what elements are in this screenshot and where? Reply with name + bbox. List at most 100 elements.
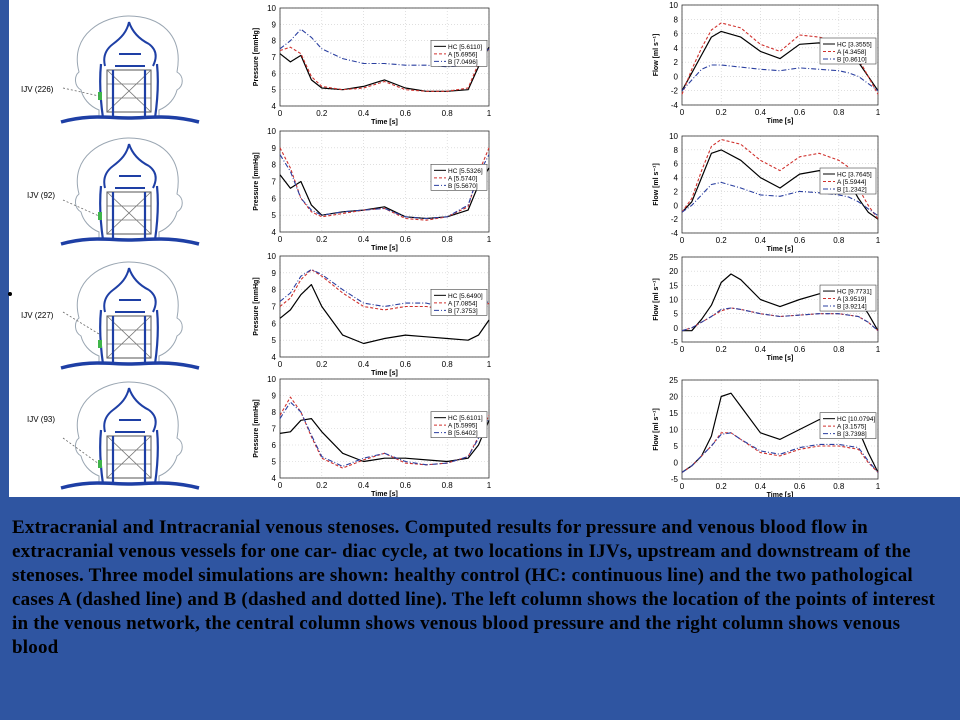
x-tick-label: 0.6 xyxy=(400,360,412,369)
x-tick-label: 1 xyxy=(487,109,492,118)
x-tick-label: 1 xyxy=(876,482,881,491)
y-axis-label: Pressure [mmHg] xyxy=(253,152,260,210)
y-tick-label: 15 xyxy=(669,281,678,290)
x-tick-label: 1 xyxy=(876,345,881,354)
neck-frame xyxy=(106,315,152,359)
legend-entry: HC [3.3555] xyxy=(837,42,872,49)
series-line-hc xyxy=(279,284,490,345)
x-tick-label: 0.6 xyxy=(400,235,412,244)
x-axis-label: Time [s] xyxy=(371,491,398,497)
axes-frame xyxy=(681,379,879,480)
legend-entry: A [5.5740] xyxy=(448,175,477,182)
y-tick-label: 25 xyxy=(669,253,678,262)
legend-entry: B [5.5670] xyxy=(448,183,478,190)
y-tick-label: 10 xyxy=(669,1,678,10)
head-outline xyxy=(75,15,183,119)
neck-lattice xyxy=(106,191,152,235)
x-tick-label: 0.4 xyxy=(755,482,767,491)
series-line-b xyxy=(681,432,879,473)
y-tick-label: 5 xyxy=(272,86,277,95)
legend-entry: HC [5.6101] xyxy=(448,415,483,422)
y-tick-label: 5 xyxy=(674,310,679,319)
x-axis-label: Time [s] xyxy=(767,355,794,362)
y-tick-label: 6 xyxy=(674,30,679,39)
chart-panel: 4 5 6 7 8 9 10 0 0.2 0.4 0.6 0.8 1 Time [s] Pressure [… xyxy=(253,4,492,126)
x-tick-label: 0.2 xyxy=(716,108,728,117)
axes-frame xyxy=(681,135,879,234)
legend-entry: HC [5.5326] xyxy=(448,168,483,175)
y-tick-label: -2 xyxy=(671,87,679,96)
chart-panel: 4 5 6 7 8 9 10 0 0.2 0.4 0.6 0.8 1 Time [s] Pressure [… xyxy=(253,127,492,252)
jugular-veins xyxy=(99,309,159,365)
x-tick-label: 0.6 xyxy=(400,109,412,118)
series-line-b xyxy=(681,181,879,217)
bullet-dot xyxy=(8,292,12,296)
x-tick-label: 0 xyxy=(680,482,685,491)
chart-panel: 4 5 6 7 8 9 10 0 0.2 0.4 0.6 0.8 1 Time [s] Pressure [… xyxy=(253,252,492,377)
series-line-hc xyxy=(279,167,490,220)
x-axis-label: Time [s] xyxy=(371,245,398,252)
x-tick-label: 0.6 xyxy=(794,108,806,117)
y-tick-label: 8 xyxy=(272,37,277,46)
axes-frame xyxy=(681,4,879,106)
x-tick-label: 1 xyxy=(876,236,881,245)
y-tick-label: 2 xyxy=(674,187,679,196)
point-marker xyxy=(98,212,102,220)
jugular-veins xyxy=(99,429,159,485)
series-line-b xyxy=(279,401,490,467)
y-axis-label: Pressure [mmHg] xyxy=(253,277,260,335)
x-tick-label: 0.4 xyxy=(358,481,370,490)
axes-frame xyxy=(279,130,490,233)
x-tick-label: 0.2 xyxy=(316,109,328,118)
figure-panel: IJV (226) IJV (92) IJV (227) IJV (93) 4 5 6 7 8 9… xyxy=(9,0,960,497)
x-tick-label: 0.2 xyxy=(716,482,728,491)
y-tick-label: 7 xyxy=(272,425,277,434)
y-tick-label: 0 xyxy=(674,201,679,210)
y-tick-label: 8 xyxy=(674,146,679,155)
y-tick-label: 25 xyxy=(669,376,678,385)
y-tick-label: 6 xyxy=(272,441,277,450)
legend-entry: A [4.3458] xyxy=(837,49,866,56)
x-tick-label: 0.2 xyxy=(316,360,328,369)
y-axis-label: Flow [ml s⁻¹] xyxy=(653,408,660,451)
series-line-a xyxy=(681,138,879,220)
x-tick-label: 0.8 xyxy=(442,481,454,490)
x-tick-label: 0.6 xyxy=(794,482,806,491)
legend-entry: B [5.6402] xyxy=(448,430,478,437)
head-outline xyxy=(75,137,183,241)
y-tick-label: 10 xyxy=(669,426,678,435)
y-tick-label: 9 xyxy=(272,392,277,401)
y-tick-label: 20 xyxy=(669,393,678,402)
y-tick-label: 4 xyxy=(674,174,679,183)
y-tick-label: 10 xyxy=(267,375,276,384)
pointer-line xyxy=(62,199,100,217)
legend-entry: HC [3.7645] xyxy=(837,172,872,179)
y-tick-label: -5 xyxy=(671,475,679,484)
x-axis-label: Time [s] xyxy=(371,370,398,377)
y-tick-label: 9 xyxy=(272,269,277,278)
legend-entry: B [0.8610] xyxy=(837,57,867,64)
legend-entry: B [1.2342] xyxy=(837,187,867,194)
legend-entry: HC [9.7731] xyxy=(837,289,872,296)
x-tick-label: 0.4 xyxy=(755,108,767,117)
x-tick-label: 0.6 xyxy=(794,236,806,245)
y-tick-label: 10 xyxy=(267,4,276,13)
cerebral-veins xyxy=(103,143,157,189)
series-line-b xyxy=(681,64,879,92)
y-tick-label: 6 xyxy=(272,319,277,328)
y-tick-label: 6 xyxy=(272,69,277,78)
y-tick-label: 0 xyxy=(674,459,679,468)
x-tick-label: 0 xyxy=(278,481,283,490)
legend-entry: B [3.7398] xyxy=(837,431,867,438)
location-label: IJV (93) xyxy=(27,415,55,424)
y-tick-label: 10 xyxy=(267,127,276,136)
chart-panel: 4 5 6 7 8 9 10 0 0.2 0.4 0.6 0.8 1 Time [s] Pressure [… xyxy=(253,375,492,497)
x-axis-label: Time [s] xyxy=(767,492,794,497)
series-line-hc xyxy=(279,418,490,463)
y-tick-label: 0 xyxy=(674,324,679,333)
y-tick-label: 8 xyxy=(674,15,679,24)
x-tick-label: 0.4 xyxy=(358,109,370,118)
y-axis-label: Pressure [mmHg] xyxy=(253,28,260,86)
legend-entry: HC [5.6110] xyxy=(448,44,482,51)
